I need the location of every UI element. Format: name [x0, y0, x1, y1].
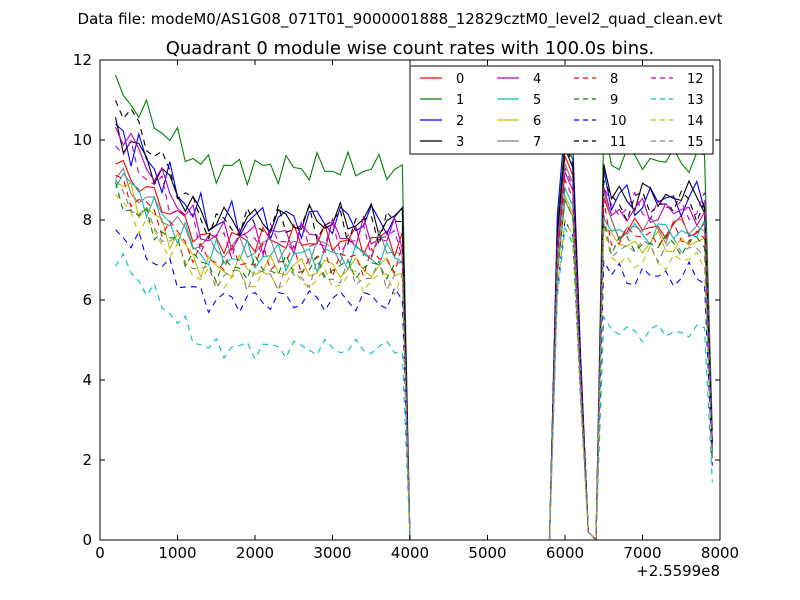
series-line-4	[114, 126, 713, 540]
legend-box	[409, 65, 714, 155]
legend-label-0: 0	[456, 72, 464, 87]
y-tick-label: 6	[82, 291, 92, 309]
x-offset-label: +2.5599e8	[636, 562, 720, 580]
x-tick-label: 0	[95, 544, 105, 562]
legend-label-2: 2	[456, 114, 464, 129]
y-tick-label: 12	[73, 51, 92, 69]
legend-label-10: 10	[610, 114, 627, 129]
chart-title: Quadrant 0 module wise count rates with …	[166, 38, 655, 59]
y-tick-label: 10	[73, 131, 92, 149]
x-tick-label: 6000	[546, 544, 584, 562]
series-line-12	[115, 139, 713, 540]
x-tick-label: 1000	[158, 544, 196, 562]
legend-label-14: 14	[687, 114, 704, 129]
suptitle: Data file: modeM0/AS1G08_071T01_90000018…	[78, 10, 723, 29]
legend-label-15: 15	[687, 135, 704, 150]
legend-label-9: 9	[610, 93, 618, 108]
legend-label-5: 5	[533, 93, 541, 108]
y-tick-label: 4	[82, 371, 92, 389]
series-line-14	[115, 194, 713, 540]
series-line-3	[114, 117, 713, 540]
series-line-13	[115, 226, 713, 540]
x-tick-label: 4000	[391, 544, 429, 562]
legend-label-7: 7	[533, 135, 541, 150]
series-line-2	[115, 123, 713, 540]
legend-label-1: 1	[456, 93, 464, 108]
x-tick-label: 8000	[701, 544, 739, 562]
y-tick-label: 0	[82, 531, 92, 549]
plot-area	[114, 74, 713, 540]
legend-label-6: 6	[533, 114, 541, 129]
legend-label-12: 12	[687, 72, 704, 87]
series-line-8	[115, 174, 713, 540]
x-tick-label: 7000	[623, 544, 661, 562]
legend-label-11: 11	[610, 135, 627, 150]
y-tick-label: 8	[82, 211, 92, 229]
legend-label-8: 8	[610, 72, 618, 87]
x-tick-label: 2000	[236, 544, 274, 562]
legend-label-3: 3	[456, 135, 464, 150]
x-tick-label: 5000	[468, 544, 506, 562]
x-tick-label: 3000	[313, 544, 351, 562]
series-line-1	[114, 74, 713, 540]
series-line-11	[114, 100, 713, 540]
series-line-6	[115, 180, 713, 540]
series-line-15	[115, 179, 713, 540]
series-line-10	[115, 218, 713, 540]
legend-label-4: 4	[533, 72, 541, 87]
series-line-7	[115, 163, 713, 540]
legend-label-13: 13	[687, 93, 704, 108]
series-line-0	[115, 155, 713, 540]
y-tick-label: 2	[82, 451, 92, 469]
axes: 0 1000 2000 3000 4000 5000 6000 7000 80000246810…	[73, 51, 739, 562]
